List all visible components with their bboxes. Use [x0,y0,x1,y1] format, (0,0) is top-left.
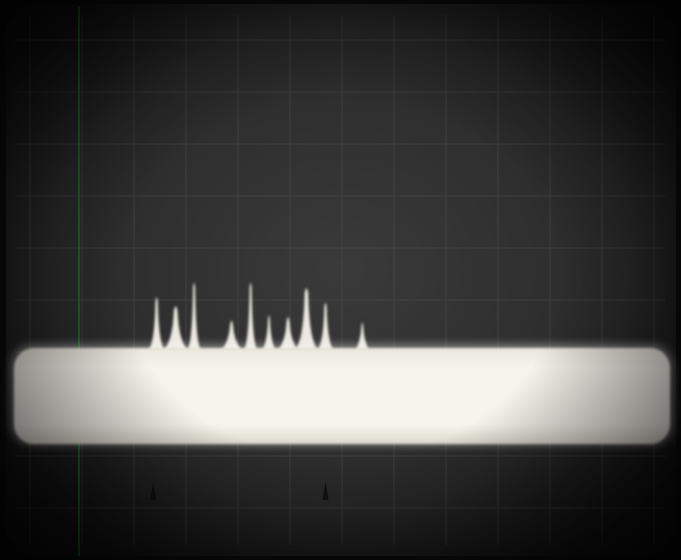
baseline-trace [10,344,674,446]
crt-screen [6,4,676,556]
